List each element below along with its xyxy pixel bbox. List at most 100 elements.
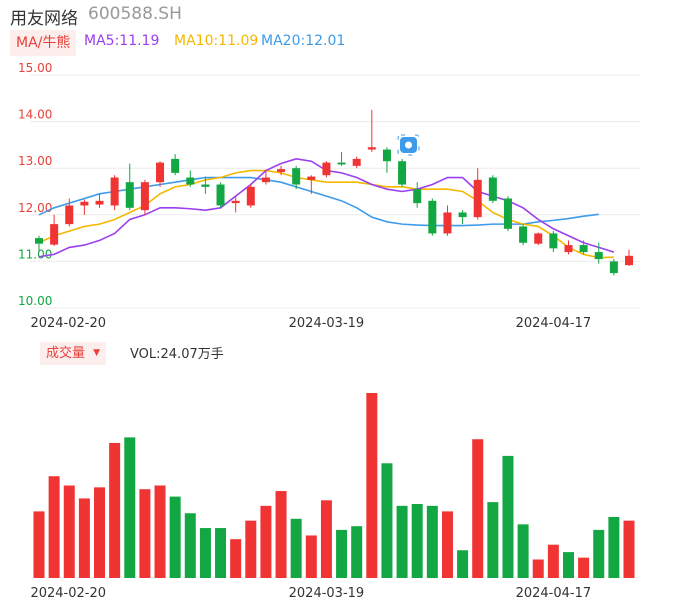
- candle-body: [171, 158, 180, 173]
- ma20-line: [38, 176, 599, 227]
- candle-body: [140, 182, 149, 211]
- candle-body: [413, 189, 422, 204]
- volume-bar: [381, 463, 393, 578]
- candle-body: [216, 184, 225, 206]
- marker-dot: [405, 141, 412, 149]
- y-tick-label: 12.00: [18, 201, 52, 215]
- x-tick-label: 2024-02-20: [30, 316, 106, 331]
- ma-indicator-tab[interactable]: MA/牛熊: [10, 30, 77, 56]
- candle-body: [549, 233, 558, 249]
- volume-bar: [487, 502, 499, 578]
- volume-bar: [411, 504, 423, 578]
- candle-body: [503, 198, 512, 229]
- volume-bar: [230, 539, 242, 578]
- volume-bar: [623, 520, 635, 578]
- candle-body: [80, 201, 89, 206]
- candle-body: [352, 158, 361, 166]
- candle-body: [534, 233, 543, 244]
- candle-body: [473, 179, 482, 218]
- volume-bar: [184, 513, 196, 578]
- volume-bar: [502, 455, 514, 578]
- candle-body: [292, 168, 301, 185]
- candle-body: [110, 177, 119, 206]
- volume-bar: [169, 496, 181, 578]
- stock-name: 用友网络: [10, 9, 78, 29]
- volume-bar: [139, 489, 151, 578]
- volume-bar: [472, 439, 484, 578]
- y-tick-label: 14.00: [18, 108, 52, 122]
- volume-bar: [547, 544, 559, 578]
- candle-body: [337, 162, 346, 165]
- candle-body: [307, 176, 316, 180]
- candle-body: [95, 200, 104, 205]
- candle-body: [428, 200, 437, 234]
- y-tick-label: 15.00: [18, 61, 52, 75]
- x-tick-label: 2024-03-19: [289, 316, 365, 331]
- candle-body: [488, 177, 497, 201]
- candle-body: [564, 245, 573, 253]
- volume-bar: [593, 529, 605, 578]
- volume-bar: [48, 476, 60, 578]
- volume-bar: [275, 491, 287, 578]
- volume-bar: [94, 487, 106, 578]
- volume-bar: [245, 520, 257, 578]
- candle-body: [579, 245, 588, 253]
- volume-bar: [578, 557, 590, 578]
- volume-bar: [63, 485, 75, 578]
- dropdown-triangle-icon: ▼: [93, 348, 101, 358]
- volume-bar: [562, 552, 574, 578]
- volume-bar: [532, 559, 544, 578]
- ma5-legend: MA5:11.19: [84, 33, 160, 49]
- y-tick-label: 13.00: [18, 154, 52, 168]
- x-tick-label: 2024-03-19: [289, 586, 365, 601]
- volume-bar: [78, 498, 90, 578]
- volume-bar: [441, 511, 453, 578]
- volume-bar: [336, 529, 348, 578]
- volume-bar: [290, 518, 302, 578]
- x-tick-label: 2024-02-20: [30, 586, 106, 601]
- volume-bar: [320, 500, 332, 578]
- candle-body: [277, 169, 286, 172]
- volume-bar: [260, 505, 272, 578]
- volume-bar: [426, 505, 438, 578]
- candle-body: [156, 162, 165, 183]
- candle-body: [50, 224, 59, 245]
- volume-bar: [608, 516, 620, 578]
- volume-bar: [199, 528, 211, 578]
- stock-code: 600588.SH: [88, 4, 182, 24]
- candle-body: [443, 212, 452, 234]
- volume-value: VOL:24.07万手: [130, 347, 224, 362]
- candle-body: [625, 255, 633, 266]
- x-tick-label: 2024-04-17: [516, 586, 592, 601]
- candle-body: [201, 184, 210, 187]
- candle-body: [125, 182, 134, 208]
- ma10-line: [38, 169, 614, 259]
- candle-body: [594, 252, 603, 260]
- y-tick-label: 11.00: [18, 247, 52, 261]
- volume-bar: [109, 442, 121, 578]
- y-tick-label: 10.00: [18, 294, 52, 308]
- volume-bar: [124, 437, 136, 578]
- volume-bar: [351, 526, 363, 578]
- candle-body: [231, 200, 240, 204]
- candle-body: [367, 147, 376, 150]
- volume-bar: [215, 528, 227, 578]
- volume-bar: [366, 393, 378, 578]
- ma10-legend: MA10:11.09: [174, 33, 259, 49]
- candle-body: [186, 177, 195, 185]
- candle-body: [261, 177, 270, 183]
- ma20-legend: MA20:12.01: [261, 33, 346, 49]
- volume-indicator-tab[interactable]: 成交量 ▼: [40, 342, 107, 365]
- bell-icon: [397, 134, 420, 156]
- volume-bar: [154, 485, 166, 578]
- candle-body: [322, 162, 331, 176]
- candle-body: [458, 212, 467, 218]
- volume-bar: [457, 550, 469, 578]
- candle-body: [35, 238, 43, 244]
- candle-body: [65, 205, 74, 225]
- volume-bar: [33, 511, 45, 578]
- volume-bar: [305, 535, 317, 578]
- candle-body: [382, 149, 391, 162]
- candle-body: [519, 226, 528, 243]
